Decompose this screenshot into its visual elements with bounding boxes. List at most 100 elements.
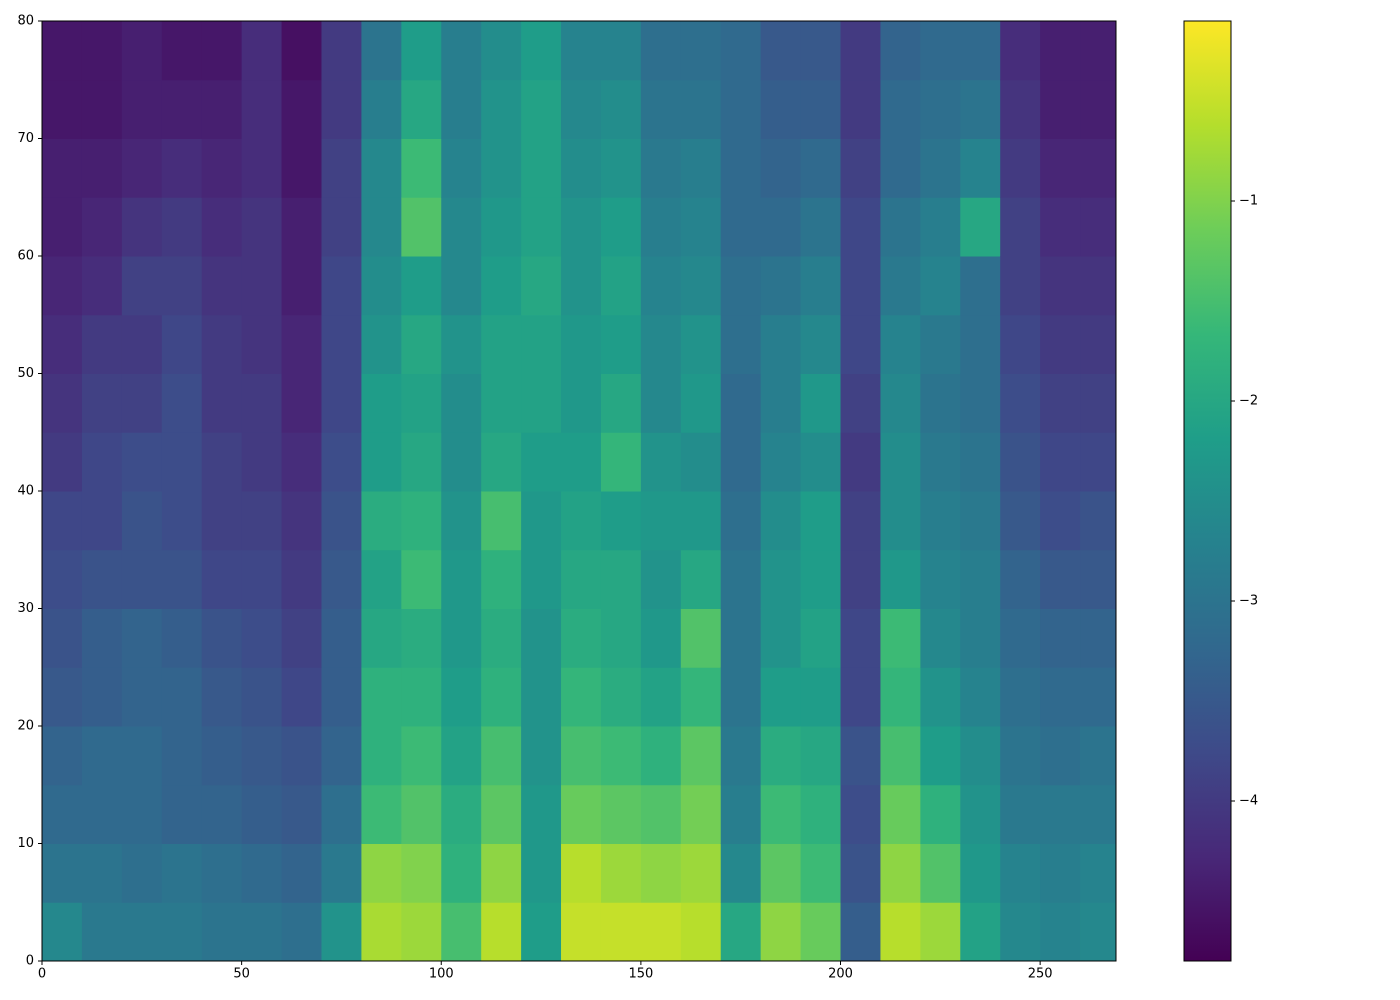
cell	[161, 549, 203, 609]
cell	[800, 902, 842, 962]
cell	[1080, 784, 1117, 844]
cell	[880, 197, 921, 257]
cell	[281, 608, 322, 668]
cell	[441, 79, 482, 139]
cell	[1000, 432, 1041, 492]
cell	[1040, 314, 1081, 374]
cell	[1040, 256, 1081, 316]
cell	[201, 491, 243, 551]
cell	[1080, 432, 1117, 492]
cell	[81, 902, 123, 962]
cell	[1080, 902, 1117, 962]
cell	[241, 79, 283, 139]
cell	[960, 256, 1001, 316]
cell	[1000, 843, 1041, 903]
x-tick-label: 0	[38, 967, 46, 982]
cell	[640, 79, 682, 139]
y-tick-label: 70	[17, 131, 34, 146]
cell	[521, 726, 562, 786]
cell	[201, 667, 243, 727]
cell	[361, 197, 402, 257]
cell	[1040, 843, 1081, 903]
cell	[920, 784, 961, 844]
cell	[361, 902, 402, 962]
cell	[1080, 314, 1117, 374]
cell	[720, 902, 762, 962]
cell	[361, 79, 402, 139]
cell	[880, 138, 921, 198]
cell	[960, 608, 1001, 668]
cell	[960, 432, 1001, 492]
cell	[81, 21, 123, 81]
cell	[720, 21, 762, 81]
cell	[281, 726, 322, 786]
cell	[201, 256, 243, 316]
cell	[361, 667, 402, 727]
cell	[680, 197, 722, 257]
cell	[121, 726, 163, 786]
cell	[121, 432, 163, 492]
cell	[441, 197, 482, 257]
cell	[361, 784, 402, 844]
cell	[161, 667, 203, 727]
cell	[281, 491, 322, 551]
cell	[201, 432, 243, 492]
cell	[121, 608, 163, 668]
cell	[361, 432, 402, 492]
cell	[441, 902, 482, 962]
cell	[481, 667, 522, 727]
cell	[800, 843, 842, 903]
cell	[241, 667, 283, 727]
cell	[800, 491, 842, 551]
cell	[81, 138, 123, 198]
cell	[960, 138, 1001, 198]
cell	[361, 256, 402, 316]
cell	[800, 373, 842, 433]
cell	[321, 79, 362, 139]
cell	[600, 197, 642, 257]
cell	[840, 197, 881, 257]
cell	[321, 138, 362, 198]
cell	[720, 197, 762, 257]
cell	[880, 667, 921, 727]
cell	[1000, 608, 1041, 668]
cell	[161, 373, 203, 433]
cell	[321, 314, 362, 374]
cell	[241, 314, 283, 374]
cell	[361, 314, 402, 374]
cell	[960, 197, 1001, 257]
cell	[680, 373, 722, 433]
cell	[121, 491, 163, 551]
cell	[441, 608, 482, 668]
cell	[600, 256, 642, 316]
cell	[960, 549, 1001, 609]
cell	[800, 784, 842, 844]
cell	[521, 197, 562, 257]
cell	[920, 314, 961, 374]
cell	[561, 726, 602, 786]
cell	[640, 491, 682, 551]
cell	[201, 784, 243, 844]
cell	[521, 79, 562, 139]
y-tick-label: 0	[26, 954, 34, 969]
cell	[401, 256, 442, 316]
cell	[481, 491, 522, 551]
cell	[1040, 667, 1081, 727]
cell	[481, 197, 522, 257]
cell	[800, 667, 842, 727]
x-tick-label: 100	[429, 967, 454, 982]
cell	[1000, 667, 1041, 727]
cell	[1080, 79, 1117, 139]
cell	[201, 138, 243, 198]
cell	[161, 491, 203, 551]
cell	[481, 21, 522, 81]
colorbar	[1183, 20, 1232, 962]
x-tick-label: 150	[628, 967, 653, 982]
cell	[1000, 79, 1041, 139]
cell	[401, 667, 442, 727]
cell	[640, 21, 682, 81]
cell	[161, 902, 203, 962]
cell	[441, 726, 482, 786]
cell	[680, 667, 722, 727]
cell	[640, 314, 682, 374]
